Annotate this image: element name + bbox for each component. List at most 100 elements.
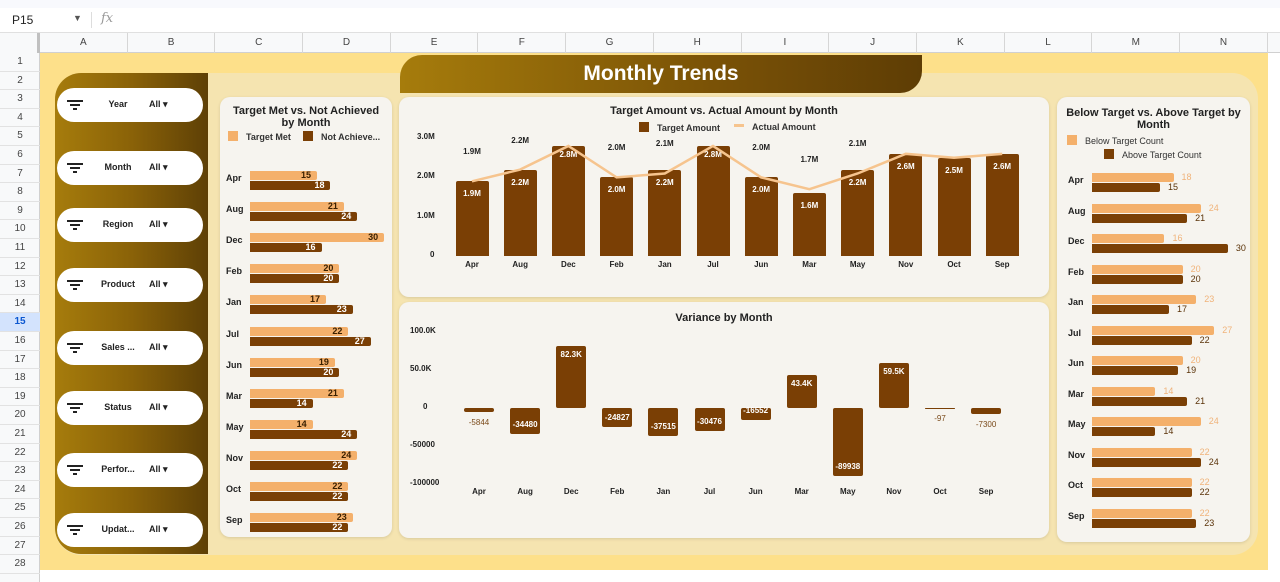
row-header-9[interactable]: 9 <box>0 202 40 221</box>
variance-bar[interactable] <box>786 375 817 408</box>
column-header-N[interactable]: N <box>1180 33 1268 53</box>
row-header-7[interactable]: 7 <box>0 165 40 184</box>
row-header-24[interactable]: 24 <box>0 481 40 500</box>
bar-dark[interactable] <box>250 460 349 470</box>
variance-bar[interactable] <box>602 408 633 427</box>
bar-dark[interactable] <box>1092 305 1169 314</box>
bar-light[interactable] <box>250 357 335 367</box>
variance-bar[interactable] <box>694 408 725 431</box>
row-header-3[interactable]: 3 <box>0 90 40 109</box>
variance-bar[interactable] <box>464 408 494 413</box>
row-header-8[interactable]: 8 <box>0 183 40 202</box>
row-header-11[interactable]: 11 <box>0 239 40 258</box>
bar-light[interactable] <box>1092 447 1192 457</box>
bar-light[interactable] <box>250 326 349 336</box>
bar-light[interactable] <box>1092 325 1215 335</box>
row-header-28[interactable]: 28 <box>0 555 40 574</box>
bar-dark[interactable] <box>1092 244 1228 253</box>
bar-dark[interactable] <box>1092 335 1192 345</box>
name-box-dropdown-icon[interactable]: ▼ <box>73 13 82 23</box>
row-header-4[interactable]: 4 <box>0 109 40 128</box>
variance-bar[interactable] <box>925 408 955 409</box>
filter-value-dropdown[interactable]: All ▾ <box>149 524 168 534</box>
bar-light[interactable] <box>1092 417 1201 426</box>
column-header-K[interactable]: K <box>917 33 1005 53</box>
row-header-27[interactable]: 27 <box>0 537 40 556</box>
column-header-G[interactable]: G <box>566 33 654 53</box>
bar-dark[interactable] <box>1092 396 1188 406</box>
filter-value-dropdown[interactable]: All ▾ <box>149 402 168 412</box>
bar-light[interactable] <box>250 450 358 460</box>
bar-dark[interactable] <box>1092 427 1156 436</box>
bar-dark[interactable] <box>250 212 358 222</box>
column-header-I[interactable]: I <box>742 33 830 53</box>
bar-light[interactable] <box>250 482 349 491</box>
bar-dark[interactable] <box>1092 183 1160 192</box>
bar-dark[interactable] <box>250 243 322 253</box>
filter-year[interactable]: Year All ▾ <box>57 88 203 122</box>
target-amount-bar[interactable] <box>744 177 778 256</box>
filter-value-dropdown[interactable]: All ▾ <box>149 279 168 289</box>
bar-light[interactable] <box>250 419 313 429</box>
bar-dark[interactable] <box>250 523 349 533</box>
row-header-16[interactable]: 16 <box>0 332 40 351</box>
filter-value-dropdown[interactable]: All ▾ <box>149 219 168 229</box>
variance-bar[interactable] <box>832 408 863 476</box>
row-header-6[interactable]: 6 <box>0 146 40 165</box>
column-header-D[interactable]: D <box>303 33 391 53</box>
variance-bar[interactable] <box>971 408 1002 414</box>
variance-bar[interactable] <box>556 345 587 408</box>
filter-value-dropdown[interactable]: All ▾ <box>149 342 168 352</box>
bar-light[interactable] <box>1092 234 1165 243</box>
bar-dark[interactable] <box>250 429 358 439</box>
row-header-5[interactable]: 5 <box>0 127 40 146</box>
column-header-L[interactable]: L <box>1005 33 1093 53</box>
target-amount-bar[interactable] <box>600 177 634 256</box>
bar-dark[interactable] <box>1092 457 1201 467</box>
target-amount-bar[interactable] <box>455 181 489 256</box>
bar-dark[interactable] <box>250 274 340 284</box>
filter-status[interactable]: Status All ▾ <box>57 391 203 425</box>
bar-dark[interactable] <box>250 398 313 408</box>
column-header-B[interactable]: B <box>128 33 216 53</box>
row-header-1[interactable]: 1 <box>0 53 40 72</box>
filter-month[interactable]: Month All ▾ <box>57 151 203 185</box>
filter-updat[interactable]: Updat... All ▾ <box>57 513 203 547</box>
bar-light[interactable] <box>1092 508 1192 518</box>
row-header-21[interactable]: 21 <box>0 425 40 444</box>
bar-dark[interactable] <box>1092 518 1197 528</box>
bar-dark[interactable] <box>250 367 340 377</box>
row-header-10[interactable]: 10 <box>0 220 40 239</box>
bar-light[interactable] <box>1092 386 1156 396</box>
bar-light[interactable] <box>1092 203 1201 213</box>
bar-light[interactable] <box>250 388 344 398</box>
bar-dark[interactable] <box>1092 213 1188 223</box>
bar-dark[interactable] <box>250 181 331 190</box>
target-amount-bar[interactable] <box>792 193 826 256</box>
bar-light[interactable] <box>250 171 318 180</box>
filter-value-dropdown[interactable]: All ▾ <box>149 99 168 109</box>
bar-dark[interactable] <box>1092 274 1183 284</box>
target-amount-bar[interactable] <box>696 145 730 256</box>
row-header-20[interactable]: 20 <box>0 406 40 425</box>
filter-sales[interactable]: Sales ... All ▾ <box>57 331 203 365</box>
bar-light[interactable] <box>1092 264 1183 274</box>
row-header-18[interactable]: 18 <box>0 369 40 388</box>
row-header-25[interactable]: 25 <box>0 499 40 518</box>
row-header-15[interactable]: 15 <box>0 313 40 332</box>
row-header-26[interactable]: 26 <box>0 518 40 537</box>
bar-light[interactable] <box>250 202 344 212</box>
row-header-17[interactable]: 17 <box>0 351 40 370</box>
filter-product[interactable]: Product All ▾ <box>57 268 203 302</box>
filter-region[interactable]: Region All ▾ <box>57 208 203 242</box>
bar-dark[interactable] <box>250 492 349 501</box>
bar-dark[interactable] <box>250 305 353 315</box>
column-header-J[interactable]: J <box>829 33 917 53</box>
filter-value-dropdown[interactable]: All ▾ <box>149 162 168 172</box>
row-header-12[interactable]: 12 <box>0 258 40 277</box>
row-header-2[interactable]: 2 <box>0 72 40 91</box>
bar-dark[interactable] <box>1092 488 1192 497</box>
variance-bar[interactable] <box>740 408 771 421</box>
variance-bar[interactable] <box>510 408 541 435</box>
bar-light[interactable] <box>1092 173 1174 182</box>
